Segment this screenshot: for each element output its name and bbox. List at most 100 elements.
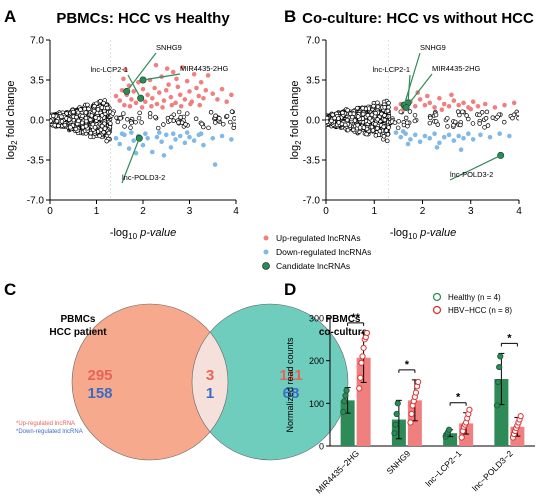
- background-point: [115, 119, 121, 125]
- annotation-label: lnc-LCP2-1: [90, 65, 128, 74]
- background-point: [224, 113, 230, 119]
- down-point: [507, 133, 512, 139]
- up-point: [446, 103, 452, 109]
- y-tick-label: 3.5: [30, 76, 44, 87]
- background-point: [330, 112, 335, 118]
- background-point: [93, 115, 98, 120]
- up-point: [201, 95, 206, 101]
- down-point: [229, 137, 234, 142]
- down-point: [478, 132, 483, 138]
- panel-letter-a: A: [4, 7, 16, 26]
- down-point: [432, 131, 437, 137]
- background-point: [445, 116, 450, 121]
- background-point: [355, 114, 361, 119]
- background-point: [355, 105, 360, 111]
- background-point: [364, 131, 369, 137]
- legend-candidate-marker: [262, 262, 270, 270]
- background-point: [139, 120, 144, 125]
- background-point: [90, 122, 96, 127]
- candidate-point: [137, 94, 145, 102]
- down-point: [398, 134, 404, 140]
- down-point: [201, 142, 206, 148]
- panel-b-points: [326, 90, 519, 159]
- annotation-leader: [121, 138, 140, 184]
- y-tick-label: -7.0: [303, 196, 321, 207]
- up-point: [169, 102, 175, 108]
- background-point: [136, 115, 142, 121]
- up-point: [412, 103, 418, 109]
- up-point: [461, 100, 466, 106]
- y-tick-label: 100: [309, 399, 324, 409]
- up-point: [168, 94, 174, 100]
- up-point: [127, 103, 133, 109]
- venn-left-circle: [72, 304, 228, 460]
- down-point: [497, 131, 503, 137]
- down-point: [487, 134, 493, 140]
- background-point: [110, 111, 116, 116]
- up-point: [196, 93, 202, 99]
- background-point: [95, 107, 101, 112]
- up-point: [123, 67, 128, 73]
- up-point: [184, 78, 190, 84]
- panel-a-title: PBMCs: HCC vs Healthy: [56, 10, 230, 27]
- up-point: [140, 86, 146, 92]
- background-point: [375, 100, 380, 105]
- background-point: [345, 117, 350, 123]
- up-point: [139, 105, 145, 110]
- up-point: [432, 105, 437, 110]
- background-point: [336, 120, 341, 125]
- venn-note-down: *Down-regulated lncRNA: [16, 429, 83, 435]
- healthy-point: [445, 426, 453, 433]
- venn-right-up-count: 111: [279, 367, 302, 384]
- venn-left-outline: [71, 303, 229, 461]
- background-point: [101, 100, 106, 106]
- y-tick-label: 0.0: [306, 116, 320, 127]
- healthy-point: [494, 378, 502, 386]
- background-point: [386, 125, 391, 130]
- background-point: [106, 130, 112, 136]
- panel-letter-b: B: [284, 7, 296, 26]
- background-point: [464, 113, 469, 118]
- healthy-point: [393, 410, 400, 418]
- down-point: [161, 153, 167, 158]
- background-point: [510, 115, 515, 121]
- healthy-point: [497, 353, 504, 360]
- healthy-point: [341, 398, 348, 405]
- background-point: [56, 123, 61, 129]
- background-point: [375, 104, 381, 110]
- up-point: [492, 105, 498, 110]
- down-point: [466, 131, 471, 137]
- venn-mid-down-count: 1: [206, 385, 214, 402]
- background-point: [199, 121, 205, 127]
- y-tick-label: 3.5: [306, 76, 320, 87]
- venn-intersection: [191, 332, 228, 432]
- venn-left-label-1: PBMCs: [60, 314, 95, 325]
- significance-star: *: [405, 359, 410, 371]
- hbv-point: [356, 385, 363, 392]
- up-point: [175, 84, 181, 90]
- down-point: [117, 141, 123, 147]
- background-point: [516, 115, 519, 121]
- annotation-label: SNHG9: [156, 43, 182, 52]
- annotation-leader: [403, 52, 421, 106]
- venn-right-down-count: 68: [283, 385, 300, 402]
- background-point: [373, 133, 379, 138]
- up-point: [439, 107, 445, 113]
- background-point: [345, 107, 350, 113]
- up-point: [219, 86, 225, 92]
- background-point: [52, 123, 57, 128]
- background-point: [80, 113, 85, 119]
- background-point: [470, 121, 476, 126]
- background-point: [88, 134, 93, 140]
- up-point: [437, 95, 442, 101]
- x-tick-label: 0: [323, 206, 329, 217]
- hbv-point: [408, 410, 415, 418]
- background-point: [118, 116, 123, 121]
- background-point: [128, 125, 133, 130]
- hbv-point: [517, 413, 524, 420]
- up-point: [180, 65, 185, 70]
- background-point: [373, 121, 378, 127]
- background-point: [326, 119, 330, 124]
- down-point: [159, 139, 164, 145]
